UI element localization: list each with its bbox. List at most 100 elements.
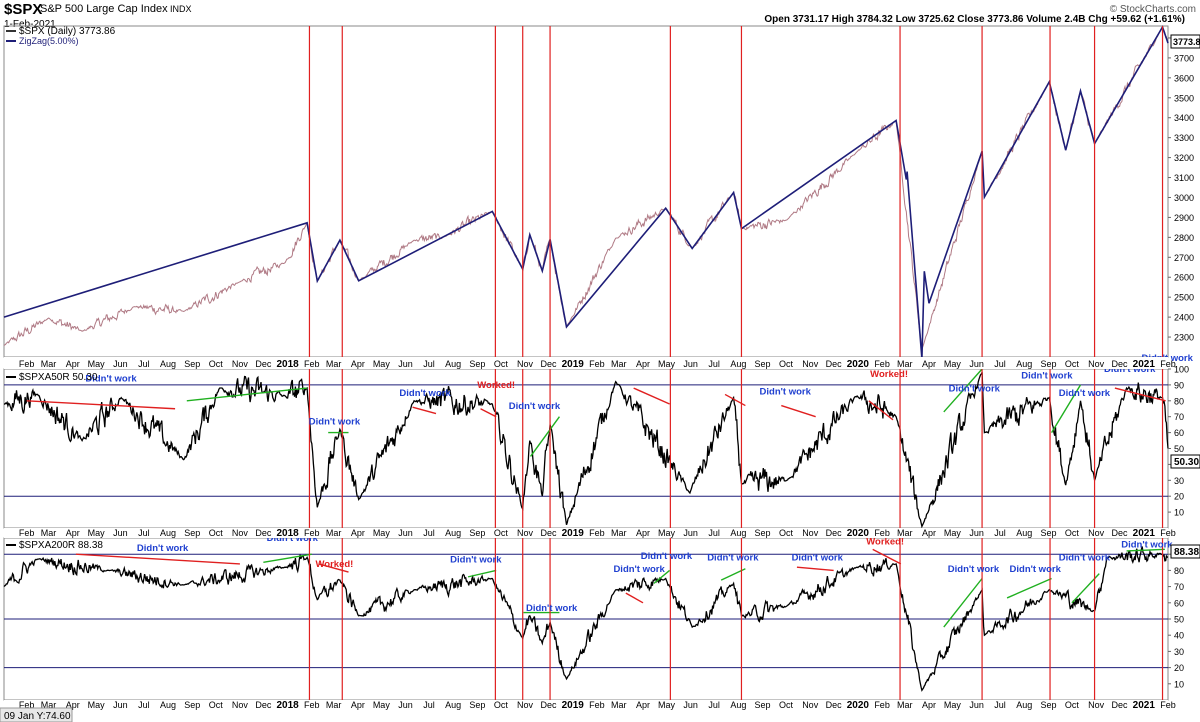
x-label-2-31: Sep — [755, 700, 771, 710]
zigzag-legend-label: ZigZag(5.00%) — [19, 36, 79, 46]
x-label-1-3: May — [88, 528, 106, 538]
spxa50r-y-label-30: 30 — [1174, 476, 1184, 486]
spxa50r-trendline-12 — [1114, 387, 1166, 402]
x-label-2-19: Sep — [469, 700, 485, 710]
x-label-0-42: Aug — [1016, 359, 1032, 369]
x-label-1-48: Feb — [1160, 528, 1176, 538]
x-label-0-46: Dec — [1112, 359, 1129, 369]
spxa200r-trendline-2 — [318, 563, 349, 573]
x-label-0-41: Jul — [994, 359, 1006, 369]
x-label-0-44: Oct — [1065, 359, 1080, 369]
price-y-label-2600: 2600 — [1174, 273, 1194, 283]
x-label-1-11: 2018 — [276, 528, 299, 539]
spxa50r-annotation-12: Didn't work — [1104, 364, 1156, 375]
x-label-1-22: Dec — [540, 528, 557, 538]
header-name: S&P 500 Large Cap Index — [40, 3, 168, 15]
spxa50r-y-label-70: 70 — [1174, 412, 1184, 422]
header-date: 1-Feb-2021 — [4, 19, 56, 30]
x-label-0-45: Nov — [1088, 359, 1105, 369]
price-y-label-2400: 2400 — [1174, 313, 1194, 323]
spxa50r-trendline-5 — [529, 416, 561, 457]
spxa200r-annotation-8: Didn't work — [792, 553, 844, 564]
x-label-2-21: Nov — [517, 700, 534, 710]
x-label-0-28: Jun — [683, 359, 698, 369]
price-y-label-3400: 3400 — [1174, 113, 1194, 123]
x-label-2-11: 2018 — [276, 700, 299, 711]
x-label-0-30: Aug — [730, 359, 746, 369]
x-axis-band-1 — [4, 528, 1168, 538]
price-y-label-2700: 2700 — [1174, 253, 1194, 263]
x-label-2-42: Aug — [1016, 700, 1032, 710]
x-label-1-28: Jun — [683, 528, 698, 538]
spxa50r-annotation-8: Worked! — [870, 369, 908, 380]
x-label-2-26: Apr — [636, 700, 650, 710]
x-label-2-10: Dec — [255, 700, 272, 710]
spxa50r-trendline-10 — [943, 368, 983, 413]
x-label-2-0: Feb — [19, 700, 35, 710]
x-label-0-4: Jun — [113, 359, 128, 369]
spxa200r-trendline-11 — [1006, 577, 1052, 599]
spxa50r-trendline-0 — [26, 400, 176, 410]
x-label-2-40: Jun — [969, 700, 984, 710]
x-label-0-47: 2021 — [1133, 359, 1156, 370]
x-label-1-35: 2020 — [847, 528, 870, 539]
x-label-1-29: Jul — [708, 528, 720, 538]
spxa200r-annotation-13: Didn't work — [1121, 540, 1173, 551]
spxa200r-trendline-5 — [625, 592, 644, 604]
spxa200r-last-box: 88.38 — [1170, 544, 1200, 559]
zigzag-line — [3, 25, 1169, 359]
spxa200r-annotation-7: Didn't work — [707, 553, 759, 564]
x-axis-band-2 — [4, 700, 1168, 710]
x-label-2-15: May — [373, 700, 391, 710]
x-label-2-25: Mar — [611, 700, 627, 710]
x-label-2-16: Jun — [398, 700, 413, 710]
x-label-2-29: Jul — [708, 700, 720, 710]
x-label-0-2: Apr — [66, 359, 80, 369]
x-label-2-5: Jul — [138, 700, 150, 710]
x-label-0-39: May — [944, 359, 962, 369]
x-label-0-24: Feb — [589, 359, 605, 369]
spxa50r-annotation-10: Didn't work — [1021, 371, 1073, 382]
spxa50r-legend-label: $SPXA50R 50.30 — [19, 372, 98, 383]
x-label-0-23: 2019 — [562, 359, 585, 370]
x-label-0-37: Mar — [897, 359, 913, 369]
spxa200r-trendline-10 — [943, 578, 983, 628]
price-last-value: 3773.86 — [1173, 37, 1200, 47]
x-label-1-39: May — [944, 528, 962, 538]
x-label-1-13: Mar — [326, 528, 342, 538]
x-label-2-28: Jun — [683, 700, 698, 710]
x-label-0-38: Apr — [922, 359, 936, 369]
x-label-2-37: Mar — [897, 700, 913, 710]
spxa50r-y-label-60: 60 — [1174, 428, 1184, 438]
x-label-1-12: Feb — [304, 528, 320, 538]
x-label-2-35: 2020 — [847, 700, 870, 711]
x-label-0-13: Mar — [326, 359, 342, 369]
x-label-2-43: Sep — [1040, 700, 1056, 710]
x-label-0-31: Sep — [755, 359, 771, 369]
x-label-0-21: Nov — [517, 359, 534, 369]
x-label-1-32: Oct — [779, 528, 794, 538]
x-label-0-27: May — [658, 359, 676, 369]
spxa50r-trendline-9 — [868, 400, 894, 421]
x-label-1-34: Dec — [826, 528, 843, 538]
spxa200r-annotation-5: Didn't work — [613, 564, 665, 575]
x-label-2-12: Feb — [304, 700, 320, 710]
x-label-0-12: Feb — [304, 359, 320, 369]
spxa50r-y-label-50: 50 — [1174, 444, 1184, 454]
spxa50r-y-label-20: 20 — [1174, 492, 1184, 502]
x-label-2-39: May — [944, 700, 962, 710]
spxa50r-annotation-2: Didn't work — [309, 417, 361, 428]
x-label-2-9: Nov — [232, 700, 249, 710]
x-label-0-3: May — [88, 359, 106, 369]
x-label-2-32: Oct — [779, 700, 794, 710]
spxa200r-y-label-30: 30 — [1174, 647, 1184, 657]
x-label-0-29: Jul — [708, 359, 720, 369]
x-label-1-30: Aug — [730, 528, 746, 538]
x-label-2-45: Nov — [1088, 700, 1105, 710]
spxa200r-trendline-1 — [263, 553, 312, 563]
spxa200r-y-label-10: 10 — [1174, 679, 1184, 689]
spxa50r-last-value: 50.30 — [1174, 457, 1199, 468]
price-y-label-2900: 2900 — [1174, 213, 1194, 223]
spxa50r-trendline-6 — [633, 387, 670, 405]
